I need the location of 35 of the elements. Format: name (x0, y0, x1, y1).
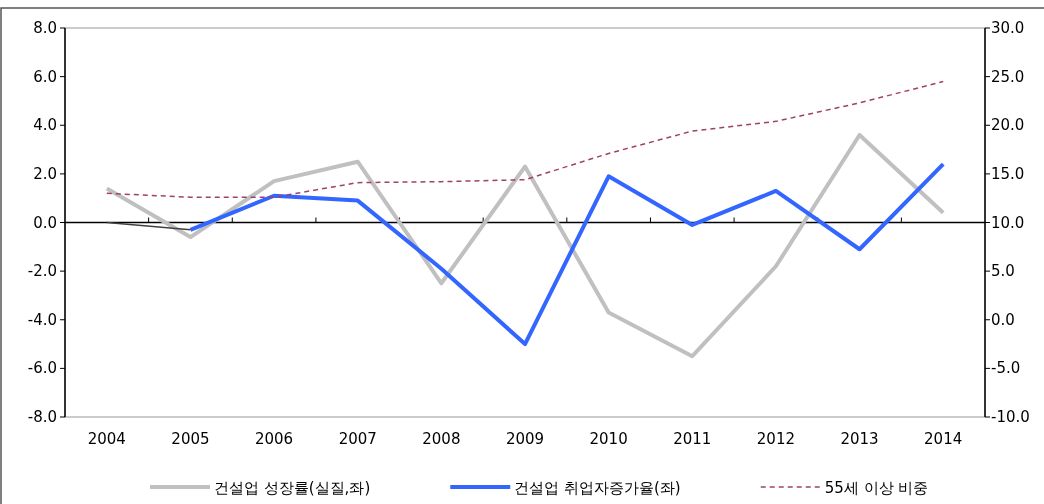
y2-tick-label: 30.0 (991, 19, 1025, 37)
line-series (106, 80, 944, 198)
y-tick-label: -8.0 (27, 408, 57, 426)
y2-tick-label: 0.0 (991, 310, 1015, 329)
x-tick-label: 2006 (255, 430, 294, 448)
x-tick-label: 2014 (924, 430, 963, 448)
line-series (188, 162, 946, 347)
y-tick-label: 2.0 (33, 164, 57, 183)
y2-tick-label: 15.0 (991, 164, 1025, 183)
x-tick-label: 2007 (338, 430, 377, 448)
y2-tick-label: 10.0 (991, 213, 1025, 232)
y-tick-label: -2.0 (27, 262, 57, 281)
y2-tick-label: -5.0 (991, 359, 1021, 378)
legend-label: 55세 이상 비중 (824, 479, 929, 497)
x-tick-label: 2004 (87, 430, 126, 448)
x-tick-label: 2008 (422, 430, 461, 448)
y2-tick-label: 20.0 (991, 116, 1025, 135)
y-tick-label: 0.0 (33, 213, 57, 232)
y-tick-label: 8.0 (33, 19, 57, 37)
x-tick-label: 2009 (505, 430, 545, 448)
x-tick-label: 2010 (589, 430, 628, 448)
x-tick-label: 2013 (840, 430, 879, 448)
y-tick-label: -6.0 (27, 359, 57, 378)
y2-tick-label: -10.0 (991, 408, 1030, 426)
legend-label: 건설업 성장률(실질,좌) (214, 479, 371, 497)
x-tick-label: 2012 (756, 430, 795, 448)
y-tick-label: 6.0 (33, 67, 57, 86)
x-tick-label: 2011 (673, 430, 712, 448)
y2-tick-label: 5.0 (991, 262, 1015, 281)
x-tick-label: 2005 (171, 430, 210, 448)
y2-tick-label: 25.0 (991, 67, 1025, 86)
y-tick-label: -4.0 (27, 310, 57, 329)
legend-label: 건설업 취업자증가율(좌) (514, 479, 681, 497)
y-tick-label: 4.0 (33, 116, 57, 135)
line-series (104, 132, 946, 359)
